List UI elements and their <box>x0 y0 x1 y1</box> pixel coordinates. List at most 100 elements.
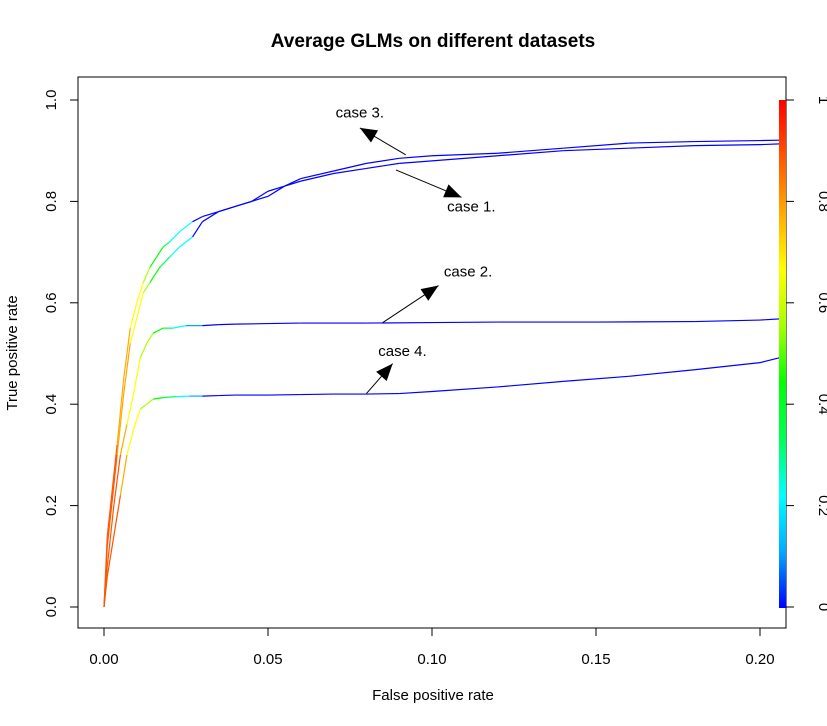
series-2-segment <box>235 322 269 325</box>
series-1-segment <box>129 317 138 344</box>
series-4-segment <box>563 375 629 382</box>
series-2-segment <box>113 454 121 506</box>
series-4-segment <box>146 398 154 405</box>
series-4-segment <box>300 393 334 396</box>
series-2-segment <box>202 324 219 327</box>
series-3-segment <box>149 256 157 268</box>
x-tick-label: 0.00 <box>89 651 118 668</box>
x-axis-label: False positive rate <box>372 687 494 704</box>
series-3-segment <box>235 200 252 208</box>
series-3-segment <box>399 155 433 159</box>
series-4-segment <box>106 535 115 577</box>
y-tick-label: 0.6 <box>43 292 60 313</box>
x-axis: 0.00 0.05 0.10 0.15 0.20 <box>89 627 775 668</box>
series-1-segment <box>628 145 695 149</box>
x-tick-label: 0.10 <box>417 651 446 668</box>
annotation-4: case 4. <box>366 343 427 394</box>
colorbar-tick-label: 0.8 <box>815 191 827 212</box>
annotation-label: case 1. <box>447 198 495 215</box>
series-3-segment <box>431 152 498 157</box>
x-tick-label: 0.20 <box>745 651 774 668</box>
series-3-segment <box>106 505 112 537</box>
series-3-segment <box>129 302 138 329</box>
series-1-segment <box>300 172 334 182</box>
series-3-segment <box>155 246 164 258</box>
colorbar <box>779 100 786 608</box>
y-tick-label: 0.4 <box>43 394 60 415</box>
series-1-segment <box>109 454 118 516</box>
y-tick-label: 1.0 <box>43 90 60 111</box>
series-4-segment <box>202 394 219 397</box>
series-4 <box>103 355 787 608</box>
series-1 <box>103 143 787 608</box>
series-3-segment <box>267 185 285 192</box>
series-1-segment <box>497 150 564 157</box>
series-1-segment <box>267 185 285 197</box>
annotation-arrow-head <box>420 285 439 301</box>
series-1-segment <box>251 195 269 202</box>
colorbar-tick-label: 0 <box>815 603 827 611</box>
series-4-segment <box>366 392 400 395</box>
series-3-segment <box>497 147 564 154</box>
series-4-segment <box>132 409 141 430</box>
series-1-segment <box>142 282 151 293</box>
series-1-segment <box>123 343 131 395</box>
series-1-segment <box>202 211 220 223</box>
series-4-segment <box>153 397 164 400</box>
series-3-segment <box>628 140 695 144</box>
annotation-label: case 4. <box>378 343 426 360</box>
series-2-segment <box>132 358 141 395</box>
series-3-segment <box>300 170 334 180</box>
series-1-segment <box>159 256 171 268</box>
colorbar-tick-label: 1 <box>815 96 827 104</box>
series-4-segment <box>628 369 695 377</box>
series-4-segment <box>103 576 108 608</box>
annotation-arrow-head <box>443 184 462 198</box>
series-4-segment <box>399 390 433 395</box>
series-1-segment <box>106 515 112 547</box>
series-4-segment <box>431 386 498 393</box>
series-3 <box>103 139 787 608</box>
x-tick-label: 0.15 <box>581 651 610 668</box>
series-1-segment <box>563 147 629 152</box>
series-4-segment <box>176 395 190 398</box>
colorbar-tick-label: 0.6 <box>815 292 827 313</box>
colorbar-tick-label: 0.2 <box>815 495 827 516</box>
series-3-segment <box>563 142 629 149</box>
series-1-segment <box>149 266 161 283</box>
series-3-segment <box>136 282 144 303</box>
plot-frame <box>77 76 787 629</box>
series-2 <box>103 317 787 608</box>
series-2-segment <box>595 320 695 323</box>
y-tick-label: 0.0 <box>43 597 60 618</box>
series-1-segment <box>431 155 498 162</box>
series-2-segment <box>139 343 148 359</box>
y-tick-label: 0.8 <box>43 191 60 212</box>
series-1-segment <box>136 292 144 319</box>
series-3-segment <box>366 157 400 164</box>
series-1-segment <box>366 162 400 170</box>
series-1-segment <box>116 393 125 455</box>
series-4-segment <box>218 394 236 397</box>
series-3-segment <box>202 210 219 218</box>
series-1-segment <box>169 246 180 258</box>
series-2-segment <box>119 424 128 456</box>
x-tick-label: 0.05 <box>253 651 282 668</box>
series-3-segment <box>284 178 302 187</box>
series-3-segment <box>251 190 269 202</box>
annotation-arrow-head <box>359 127 379 143</box>
series-4-segment <box>139 403 148 410</box>
series-3-segment <box>169 231 180 243</box>
y-tick-label: 0.2 <box>43 495 60 516</box>
series-3-segment <box>218 205 236 213</box>
annotation-layer: case 3. case 1. case 2. case 4. <box>336 105 496 394</box>
series-2-segment <box>218 323 236 326</box>
annotation-label: case 3. <box>336 105 384 122</box>
series-3-segment <box>116 378 125 445</box>
series-3-segment <box>179 221 193 233</box>
series-3-segment <box>192 216 203 223</box>
y-axis-label: True positive rate <box>4 295 21 410</box>
colorbar-axis: 0 0.2 0.4 0.6 0.8 1 <box>786 96 827 611</box>
series-1-segment <box>333 167 367 175</box>
